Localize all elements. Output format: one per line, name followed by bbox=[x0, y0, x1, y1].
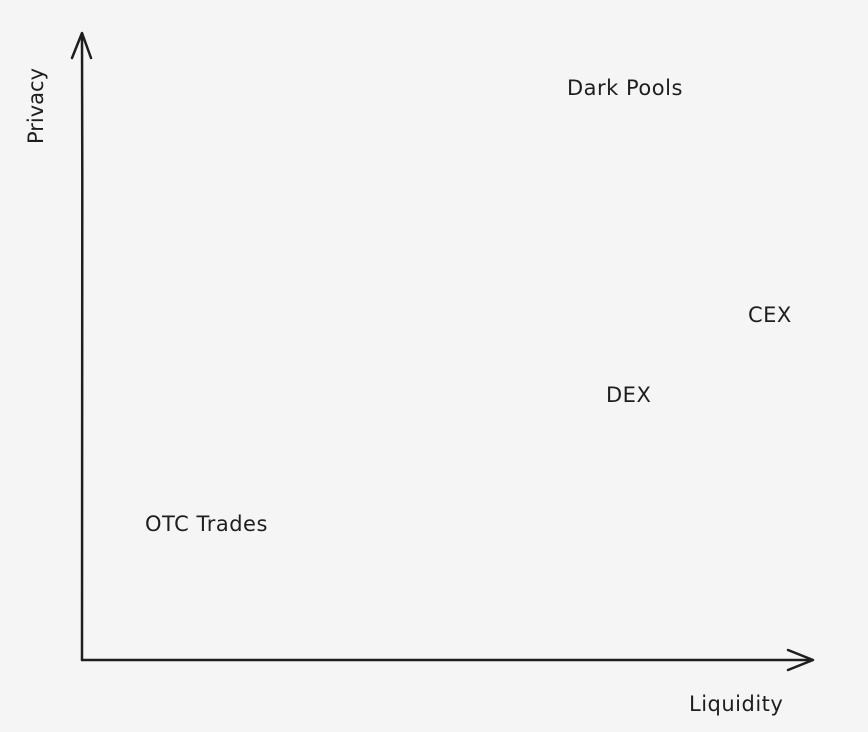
x-axis-arrowhead bbox=[786, 648, 815, 672]
point-label-dark-pools: Dark Pools bbox=[567, 76, 683, 100]
y-axis-line bbox=[80, 32, 84, 662]
point-label-otc-trades: OTC Trades bbox=[145, 512, 268, 536]
y-axis-arrowhead bbox=[70, 31, 93, 60]
point-label-cex: CEX bbox=[748, 303, 792, 327]
y-axis-label: Privacy bbox=[24, 67, 48, 145]
x-axis-line bbox=[80, 658, 814, 662]
point-label-dex: DEX bbox=[606, 383, 652, 407]
x-axis-label: Liquidity bbox=[689, 692, 784, 716]
